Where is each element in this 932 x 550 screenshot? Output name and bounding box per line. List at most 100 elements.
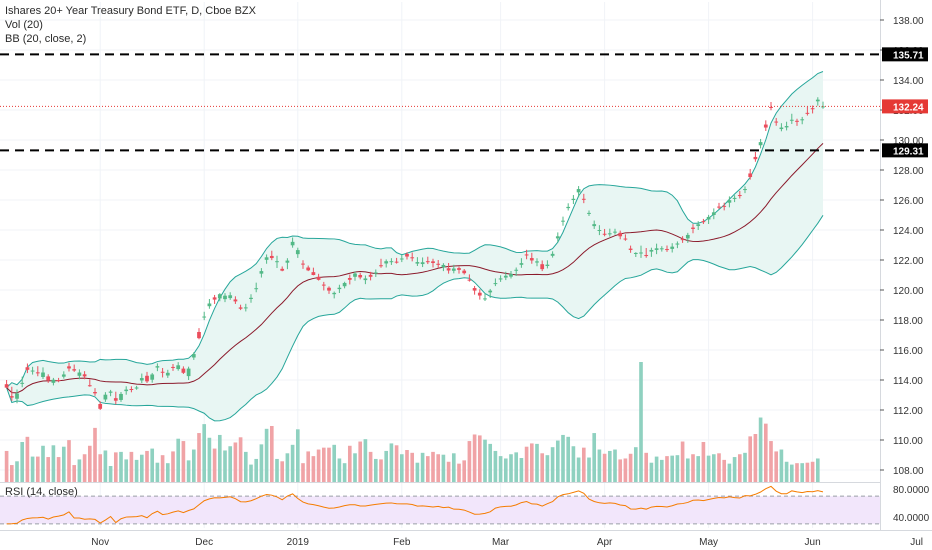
volume-bar <box>223 450 227 482</box>
volume-bar <box>405 450 409 482</box>
volume-bars <box>4 362 820 482</box>
volume-bar <box>691 454 695 482</box>
candle-body <box>613 231 617 233</box>
volume-bar <box>145 450 149 482</box>
candle-body <box>280 268 285 271</box>
volume-bar <box>665 456 669 482</box>
candle-body <box>332 292 337 295</box>
candle-body <box>93 392 97 394</box>
volume-bar <box>67 440 71 482</box>
volume-bar <box>732 457 737 482</box>
candle-body <box>113 398 118 401</box>
volume-bar <box>399 454 404 482</box>
bollinger-indicator-label[interactable]: BB (20, close, 2) <box>5 33 87 45</box>
candle-body <box>410 257 415 259</box>
volume-bar <box>685 458 690 482</box>
candle-body <box>467 279 472 281</box>
volume-bar <box>15 461 19 482</box>
candle-body <box>717 206 721 208</box>
candle-body <box>649 249 654 252</box>
volume-bar <box>467 441 472 482</box>
level-label: 135.71 <box>893 50 924 61</box>
volume-bar <box>800 463 805 482</box>
candle-body <box>186 368 191 377</box>
candle-body <box>223 295 227 300</box>
volume-bar <box>581 447 586 482</box>
last-price-badge <box>882 99 928 114</box>
volume-bar <box>441 454 446 482</box>
volume-bar <box>368 451 373 482</box>
candle-body <box>748 173 753 178</box>
volume-bar <box>233 442 238 482</box>
candle-body <box>15 393 19 399</box>
candle-body <box>659 248 664 250</box>
volume-bar <box>675 455 680 482</box>
candle-body <box>9 396 14 398</box>
time-tick-label: Mar <box>492 537 510 548</box>
time-tick-label: 2019 <box>287 537 310 548</box>
candle-body <box>743 189 747 191</box>
volume-bar <box>269 426 274 482</box>
volume-bar <box>238 437 243 482</box>
bb-lower-line <box>6 215 824 422</box>
volume-bar <box>446 461 451 482</box>
price-axis-background <box>880 0 932 550</box>
candle-body <box>389 261 394 263</box>
volume-bar <box>171 451 175 482</box>
volume-bar <box>249 464 253 482</box>
volume-bar <box>87 445 92 482</box>
volume-bar <box>555 440 560 482</box>
volume-bar <box>25 436 30 482</box>
volume-bar <box>654 456 659 482</box>
volume-bar <box>124 459 129 482</box>
volume-bar <box>35 456 40 482</box>
volume-bar <box>774 451 779 482</box>
candle-body <box>514 269 519 271</box>
volume-bar <box>342 463 347 482</box>
candle-body <box>67 366 71 369</box>
volume-bar <box>72 465 77 482</box>
last-price-label: 132.24 <box>893 102 924 113</box>
candle-body <box>696 224 701 226</box>
volume-bar <box>639 362 643 482</box>
time-tick-label: Jun <box>805 537 821 548</box>
price-tick-label: 130.00 <box>893 136 924 147</box>
candle-body <box>353 273 357 277</box>
volume-bar <box>254 458 259 482</box>
candle-body <box>415 262 420 264</box>
volume-bar <box>61 446 66 482</box>
volume-bar <box>389 443 394 482</box>
volume-bar <box>810 461 815 482</box>
symbol-title[interactable]: Ishares 20+ Year Treasury Bond ETF, D, C… <box>5 5 256 17</box>
volume-bar <box>337 458 342 482</box>
candle-body <box>644 255 649 257</box>
volume-bar <box>644 452 649 482</box>
volume-bar <box>176 438 181 482</box>
volume-bar <box>758 417 763 482</box>
volume-indicator-label[interactable]: Vol (20) <box>5 19 43 31</box>
volume-bar <box>98 454 103 482</box>
candle-body <box>61 374 66 377</box>
volume-bar <box>82 454 87 482</box>
volume-bar <box>410 452 415 482</box>
candle-body <box>249 297 253 299</box>
time-axis[interactable]: Nov Dec 2019 Feb Mar Apr May Jun Jul <box>0 530 932 549</box>
candle-body <box>628 248 633 250</box>
volume-bar <box>477 435 482 482</box>
volume-bar <box>763 423 768 482</box>
volume-bar <box>649 462 654 482</box>
candle-body <box>259 271 264 274</box>
price-tick-label: 126.00 <box>893 196 924 207</box>
candle-body <box>373 272 378 274</box>
candle-body <box>810 108 815 110</box>
candle-body <box>134 387 139 389</box>
candle-body <box>238 307 243 309</box>
candle-body <box>633 252 638 254</box>
volume-bar <box>160 455 165 482</box>
candle-body <box>394 261 399 263</box>
rsi-indicator-label[interactable]: RSI (14, close) <box>5 486 78 498</box>
volume-bar <box>243 451 248 482</box>
price-axis[interactable]: 138.00136.00134.00132.00130.00128.00126.… <box>880 0 932 550</box>
volume-bar <box>488 443 493 482</box>
